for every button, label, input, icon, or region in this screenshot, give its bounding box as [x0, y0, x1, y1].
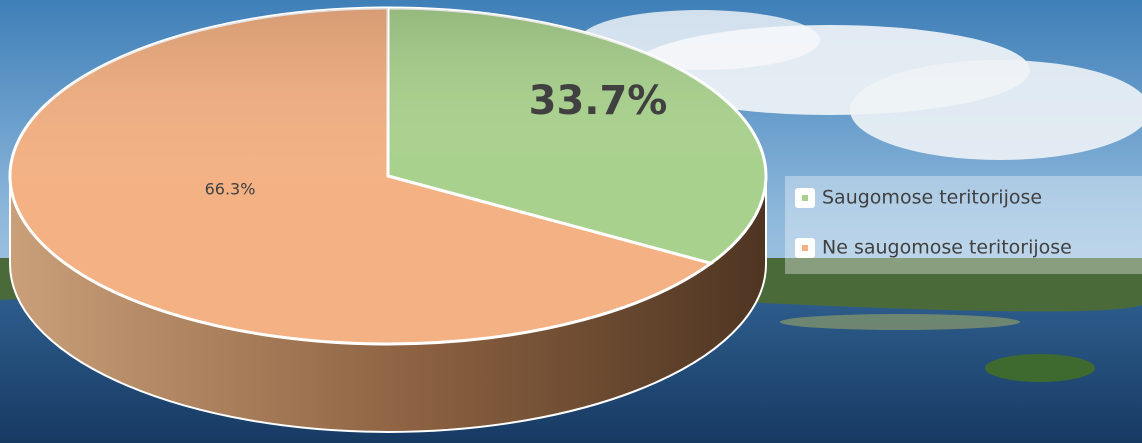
legend-swatch: [802, 245, 808, 251]
pie: [10, 8, 766, 344]
data-label: 33.7%: [529, 78, 668, 124]
legend-label: Ne saugomose teritorijose: [822, 237, 1072, 259]
data-label: 66.3%: [205, 180, 256, 199]
legend: Saugomose teritorijose Ne saugomose terit…: [785, 176, 1142, 274]
legend-label: Saugomose teritorijose: [822, 187, 1042, 209]
chart: 33.7% 66.3% Saugomose teritorijose Ne sau…: [0, 0, 1142, 443]
legend-swatch: [802, 195, 808, 201]
page: 33.7% 66.3% Saugomose teritorijose Ne sau…: [0, 0, 1142, 443]
